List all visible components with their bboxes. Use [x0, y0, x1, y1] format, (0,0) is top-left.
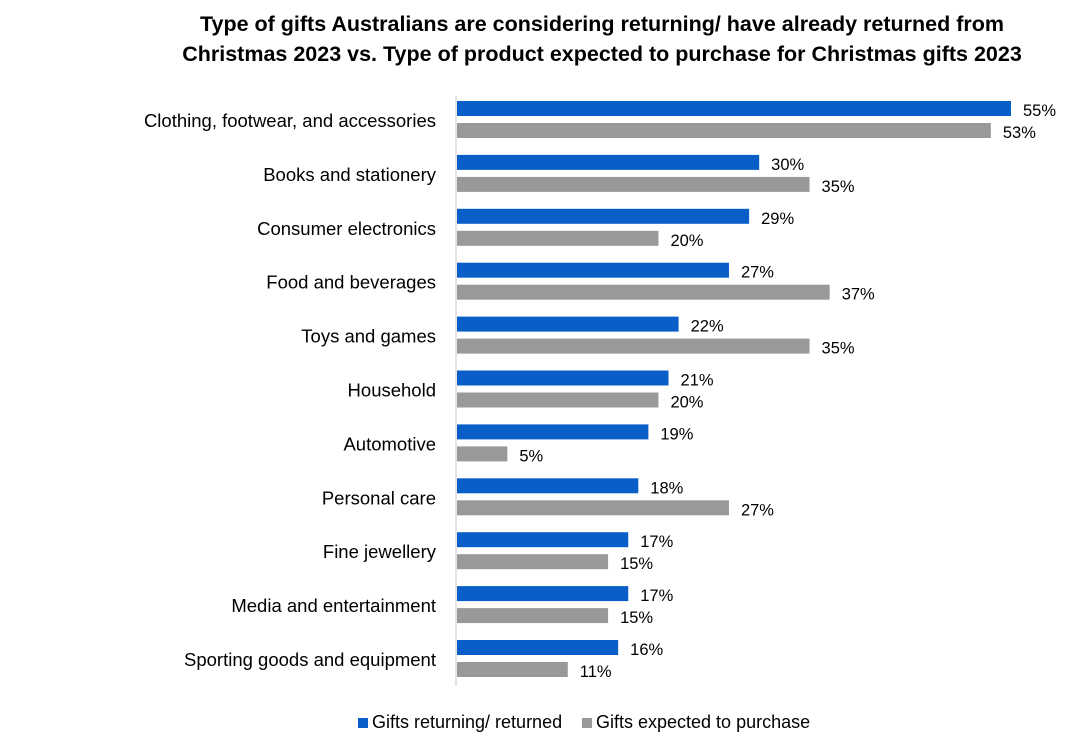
- category-label: Household: [348, 380, 436, 401]
- bar-returning: [457, 154, 760, 170]
- bar-expected: [457, 500, 729, 516]
- category-label: Consumer electronics: [257, 218, 436, 239]
- bars: [457, 101, 1011, 677]
- value-label: 55%: [1023, 102, 1056, 120]
- value-label: 30%: [771, 156, 804, 174]
- bar-expected: [457, 446, 508, 462]
- category-label: Personal care: [322, 487, 436, 508]
- category-label: Automotive: [343, 433, 436, 454]
- category-label: Toys and games: [301, 326, 436, 347]
- value-label: 35%: [822, 178, 855, 196]
- value-label: 20%: [670, 394, 703, 412]
- category-labels: Clothing, footwear, and accessories Books…: [144, 110, 437, 670]
- value-label: 19%: [660, 425, 693, 443]
- bar-returning: [457, 101, 1011, 116]
- chart-title-line-2: Christmas 2023 vs. Type of product expec…: [182, 42, 1022, 66]
- bar-expected: [457, 230, 659, 246]
- value-label: 37%: [842, 286, 875, 304]
- value-label: 18%: [650, 479, 683, 497]
- value-label: 17%: [640, 533, 673, 551]
- value-label: 27%: [741, 264, 774, 282]
- legend-label: Gifts returning/ returned: [372, 712, 562, 732]
- value-label: 5%: [519, 447, 543, 465]
- value-label: 53%: [1003, 124, 1036, 142]
- bar-expected: [457, 284, 830, 300]
- value-label: 21%: [681, 372, 714, 390]
- value-label: 15%: [620, 555, 653, 573]
- bar-returning: [457, 532, 629, 548]
- bar-returning: [457, 478, 639, 494]
- value-label: 29%: [761, 210, 794, 228]
- bar-expected: [457, 608, 609, 624]
- bar-expected: [457, 392, 659, 408]
- value-label: 11%: [580, 663, 612, 681]
- value-label: 35%: [822, 340, 855, 358]
- bar-returning: [457, 586, 629, 602]
- value-label: 22%: [691, 318, 724, 336]
- bar-expected: [457, 123, 991, 138]
- category-label: Food and beverages: [266, 272, 436, 293]
- bar-returning: [457, 640, 619, 655]
- legend: Gifts returning/ returned Gifts expected …: [358, 712, 810, 732]
- legend-label: Gifts expected to purchase: [596, 712, 810, 732]
- category-label: Clothing, footwear, and accessories: [144, 110, 436, 131]
- value-label: 15%: [620, 609, 653, 627]
- bar-returning: [457, 262, 729, 278]
- category-label: Fine jewellery: [323, 541, 437, 562]
- bar-returning: [457, 208, 750, 224]
- value-label: 27%: [741, 501, 774, 519]
- value-label: 20%: [670, 232, 703, 250]
- bar-returning: [457, 316, 679, 332]
- value-label: 16%: [630, 641, 663, 659]
- bar-returning: [457, 370, 669, 386]
- category-label: Sporting goods and equipment: [184, 649, 436, 670]
- bar-expected: [457, 338, 810, 354]
- bar-expected: [457, 176, 810, 192]
- legend-swatch: [358, 718, 368, 728]
- category-label: Books and stationery: [263, 164, 437, 185]
- bar-expected: [457, 554, 609, 570]
- value-label: 17%: [640, 587, 673, 605]
- bar-returning: [457, 424, 649, 440]
- chart-title-line-1: Type of gifts Australians are considerin…: [200, 12, 1004, 36]
- category-label: Media and entertainment: [231, 595, 436, 616]
- bar-expected: [457, 662, 568, 677]
- chart-title: Type of gifts Australians are considerin…: [182, 12, 1022, 66]
- value-labels: 55% 53% 30% 35% 29% 20% 27% 37% 22% 35% 21% 20% 19% 5…: [519, 102, 1056, 681]
- legend-swatch: [582, 718, 592, 728]
